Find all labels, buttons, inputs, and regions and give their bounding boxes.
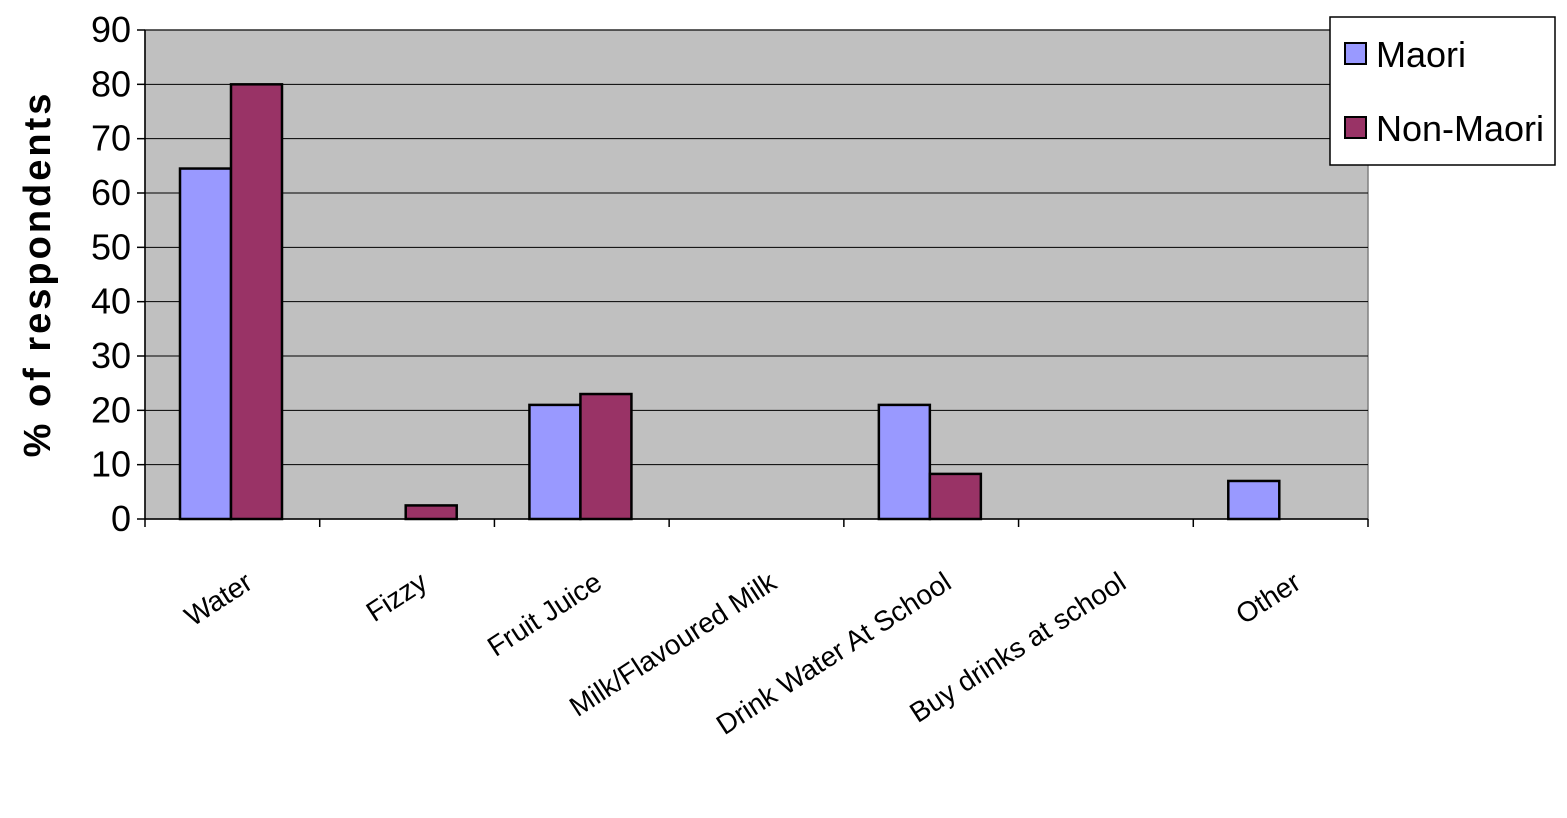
bar-non-maori-2 <box>579 392 633 521</box>
x-tick-label: Fizzy <box>361 566 433 628</box>
legend-label: Maori <box>1376 34 1466 75</box>
legend-label: Non-Maori <box>1376 108 1544 149</box>
y-tick-label: 50 <box>91 226 131 267</box>
y-tick-label: 30 <box>91 335 131 376</box>
gridlines <box>145 29 1368 466</box>
plot-area <box>144 29 1369 520</box>
y-tick-label: 80 <box>91 63 131 104</box>
bar-maori-4 <box>877 403 932 521</box>
y-tick-label: 20 <box>91 389 131 430</box>
y-tick-label: 10 <box>91 444 131 485</box>
y-tick-labels: 0 10 20 30 40 50 60 70 80 90 <box>91 9 131 539</box>
bar-non-maori-0 <box>229 83 284 521</box>
bar-non-maori-4 <box>928 472 983 521</box>
bars <box>178 83 1281 521</box>
bar-non-maori-1 <box>404 504 458 521</box>
axes <box>137 29 1369 527</box>
bar-maori-2 <box>528 403 582 521</box>
x-tick-label: Water <box>179 566 258 632</box>
y-tick-label: 40 <box>91 281 131 322</box>
y-tick-label: 60 <box>91 172 131 213</box>
y-tick-label: 70 <box>91 118 131 159</box>
legend-swatch <box>1344 42 1367 65</box>
y-axis-title: % of respondents <box>17 91 59 458</box>
x-tick-label: Other <box>1230 566 1306 630</box>
legend-swatch <box>1344 116 1367 139</box>
legend-box <box>1329 16 1556 166</box>
y-tick-label: 90 <box>91 9 131 50</box>
x-tick-label: Fruit Juice <box>482 566 607 662</box>
bar-maori-0 <box>178 167 233 521</box>
legend: Maori Non-Maori <box>1329 16 1556 166</box>
y-tick-label: 0 <box>111 498 131 539</box>
bar-maori-6 <box>1227 479 1281 521</box>
